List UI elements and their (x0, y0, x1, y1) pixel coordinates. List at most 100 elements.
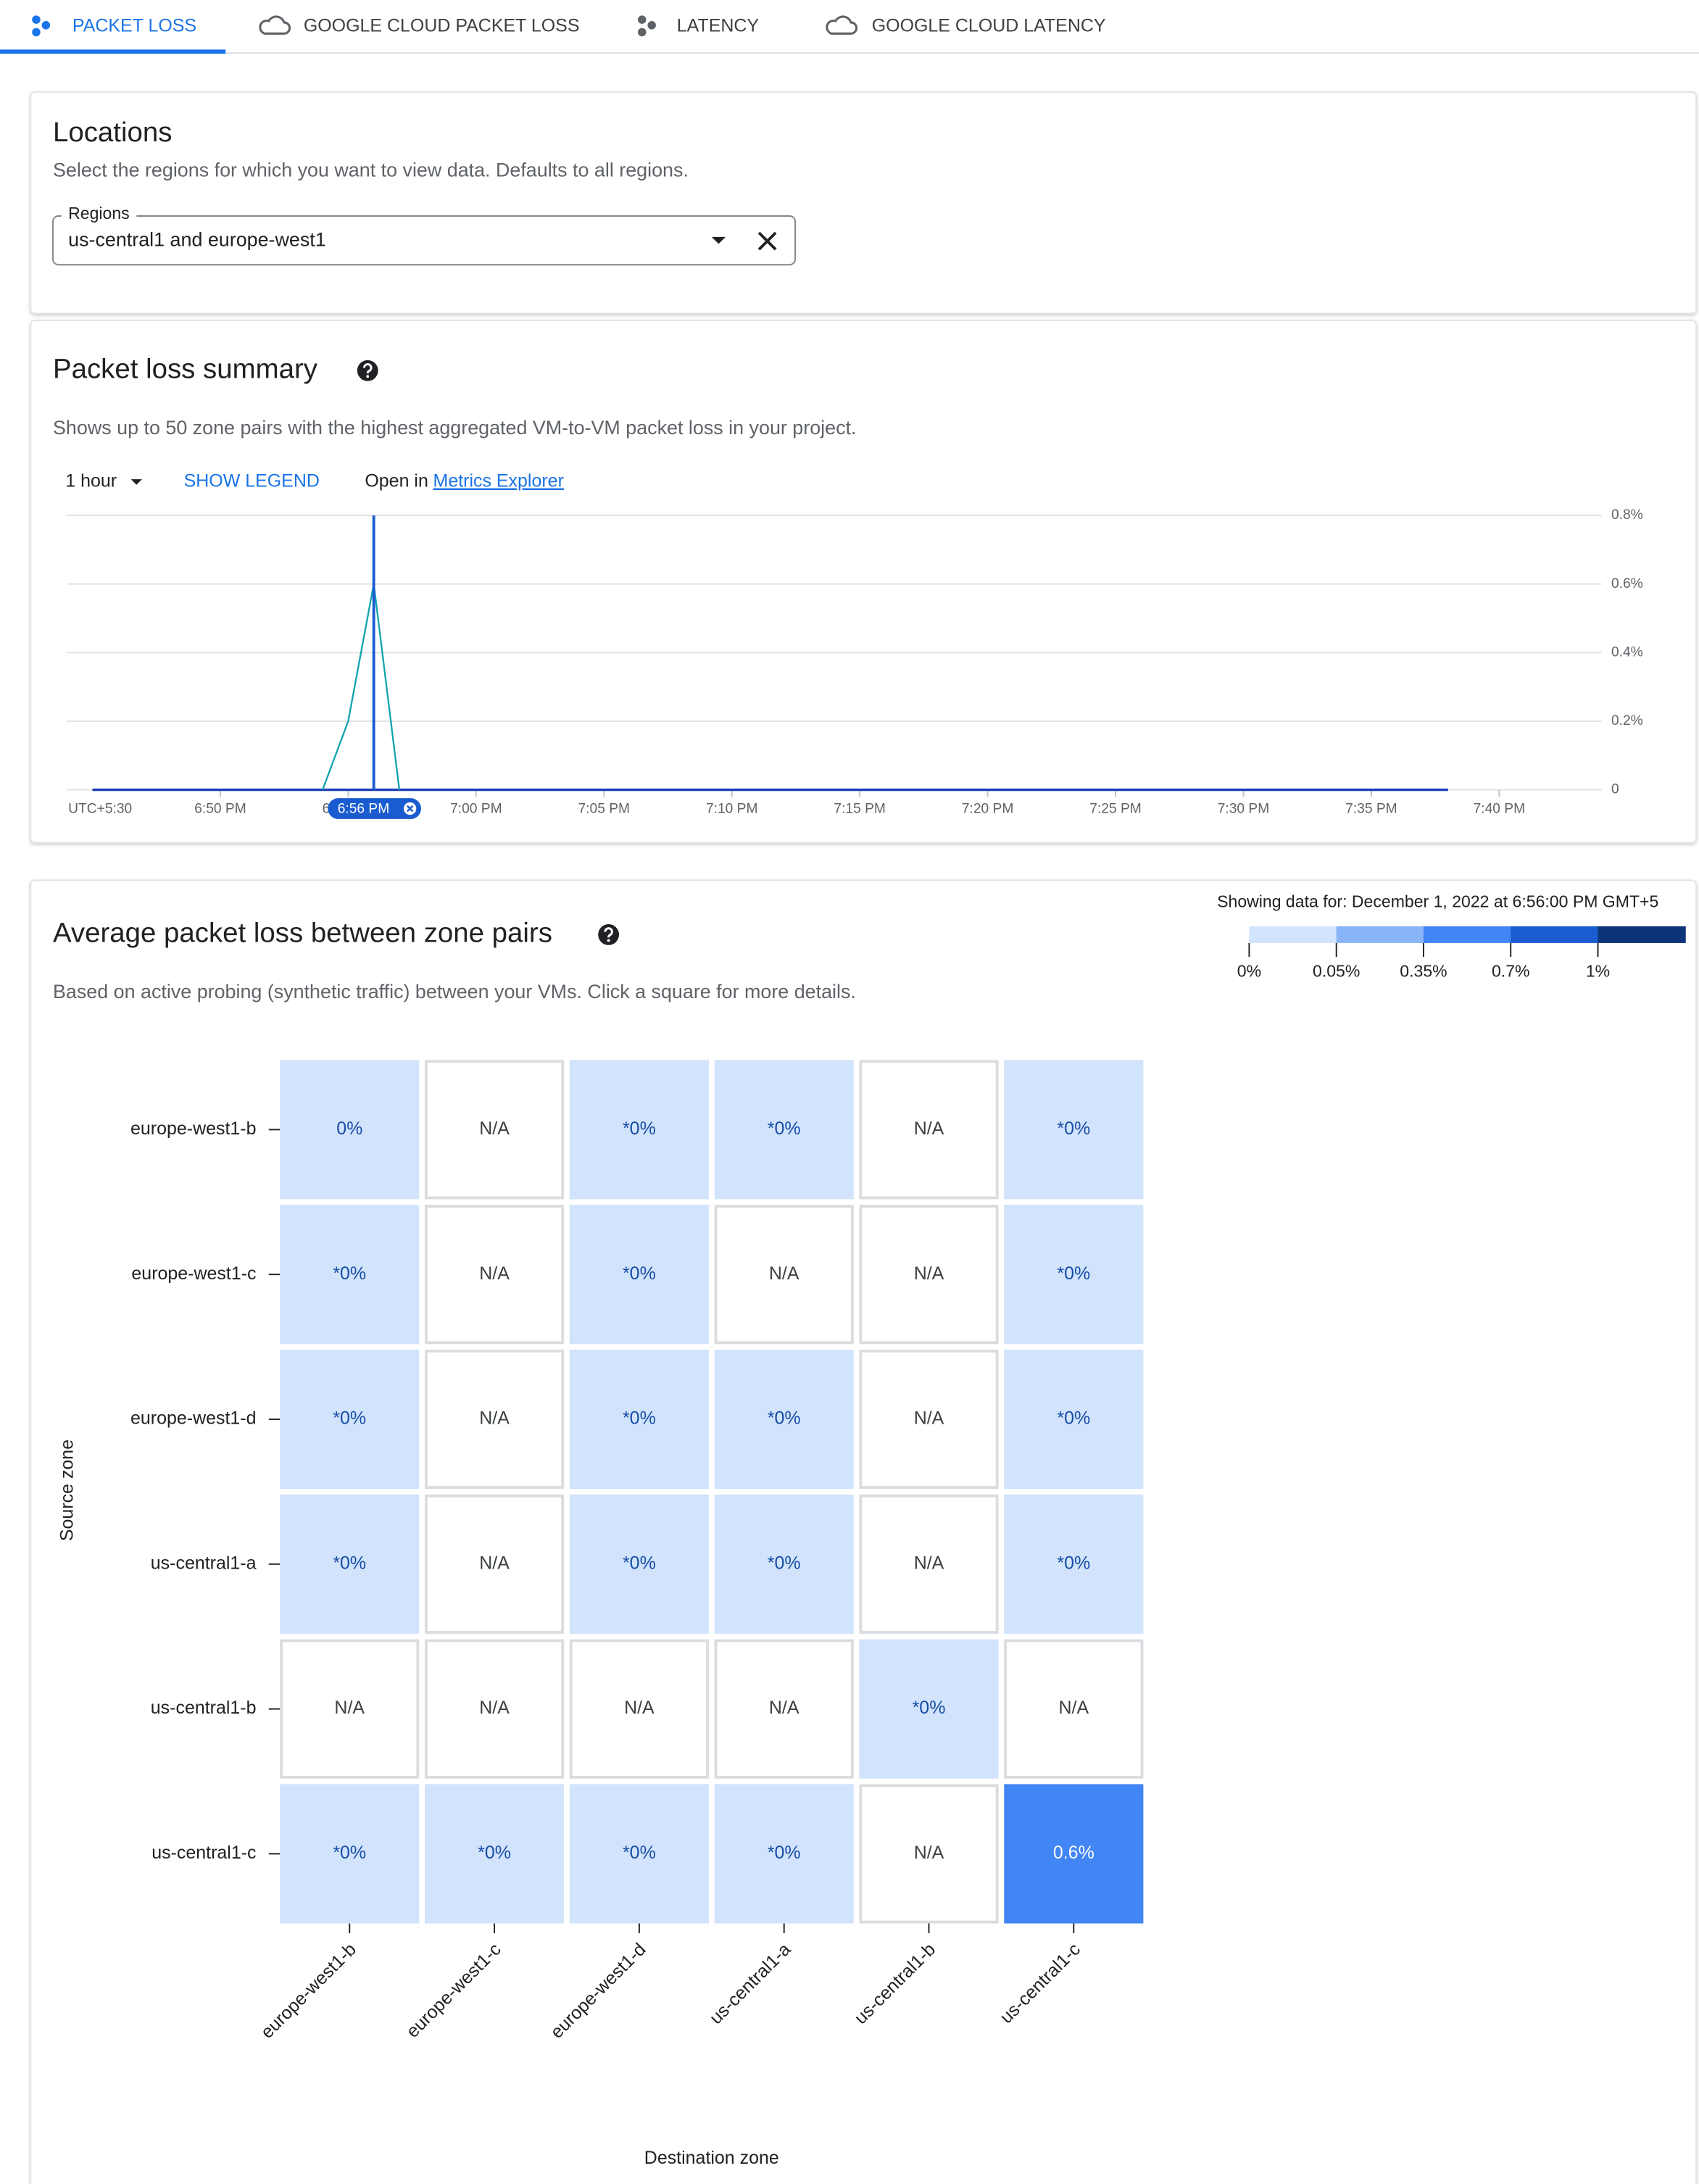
heatmap-cell[interactable] (1004, 1060, 1144, 1200)
cell-label: N/A (479, 1698, 510, 1718)
heatmap-cell[interactable] (425, 1349, 565, 1490)
open-in-text: Open in (365, 471, 428, 491)
heatmap-cell[interactable] (714, 1639, 854, 1779)
tab[interactable]: LATENCY (677, 15, 760, 36)
dropdown-arrow[interactable] (130, 479, 142, 485)
heatmap-cell[interactable] (569, 1639, 709, 1779)
heatmap-cell[interactable] (714, 1060, 854, 1200)
heatmap-cell[interactable] (425, 1205, 565, 1345)
region-select[interactable] (52, 215, 797, 266)
cell-label: *0% (1057, 1263, 1090, 1284)
heatmap-cell[interactable] (569, 1349, 709, 1490)
x-tick-label: 7:30 PM (1218, 802, 1270, 817)
cell-label: *0% (768, 1553, 801, 1573)
heatmap-cell[interactable] (1004, 1205, 1144, 1345)
heatmap-cell[interactable] (859, 1349, 999, 1490)
x-tick-label: 7:10 PM (706, 802, 758, 817)
heatmap-cell[interactable] (859, 1060, 999, 1200)
card-subtitle: Shows up to 50 zone pairs with the highe… (53, 417, 856, 439)
tab[interactable]: PACKET LOSS (72, 15, 196, 36)
dropdown-arrow[interactable] (711, 236, 726, 244)
x-tick-label: 7:15 PM (834, 802, 886, 817)
cell-label: *0% (478, 1843, 511, 1863)
help-icon[interactable] (357, 360, 378, 381)
heatmap-cell[interactable] (280, 1494, 420, 1634)
heatmap-cell[interactable] (1004, 1784, 1144, 1924)
tab[interactable]: GOOGLE CLOUD PACKET LOSS (304, 15, 580, 36)
x-axis-label: Destination zone (644, 2148, 779, 2168)
heatmap-cell[interactable] (569, 1784, 709, 1924)
cell-label: N/A (334, 1698, 365, 1718)
scale-band (1249, 926, 1337, 943)
card-title: Locations (53, 117, 172, 148)
heatmap-cell[interactable] (569, 1494, 709, 1634)
heatmap-cell[interactable] (280, 1639, 420, 1779)
heatmap-cell[interactable] (569, 1060, 709, 1200)
cursor-badge (328, 798, 422, 819)
tab-icon (637, 15, 656, 37)
cell-label: *0% (623, 1408, 656, 1429)
heatmap-cell[interactable] (425, 1639, 565, 1779)
heatmap-cell[interactable] (859, 1205, 999, 1345)
cell-label: N/A (914, 1408, 944, 1429)
cell-label: 0.6% (1053, 1843, 1094, 1863)
cell-label: *0% (623, 1843, 656, 1863)
heatmap-cell[interactable] (425, 1784, 565, 1924)
help-icon[interactable] (598, 923, 620, 945)
heatmap-cell[interactable] (569, 1205, 709, 1345)
cell-label: N/A (769, 1263, 799, 1284)
cell-label: N/A (914, 1263, 944, 1284)
x-tick-label: 7:35 PM (1345, 802, 1397, 817)
tab-bar: PACKET LOSS GOOGLE CLOUD PACKET LOSS LAT… (0, 15, 1699, 54)
cell-label: N/A (769, 1698, 799, 1718)
cell-label: *0% (768, 1843, 801, 1863)
cell-label: *0% (1057, 1553, 1090, 1573)
y-tick-label: 0.2% (1611, 713, 1643, 728)
heatmap-cell[interactable] (714, 1205, 854, 1345)
tab[interactable]: GOOGLE CLOUD LATENCY (872, 15, 1106, 36)
scale-label: 0.7% (1492, 961, 1530, 980)
tab-icon (259, 15, 291, 35)
heatmap-cell[interactable] (714, 1349, 854, 1490)
heatmap-cell[interactable] (859, 1784, 999, 1924)
y-tick-label: 0 (1611, 782, 1619, 797)
heatmap-cell[interactable] (280, 1205, 420, 1345)
heatmap-cell[interactable] (1004, 1349, 1144, 1490)
y-tick-label: 0.8% (1611, 507, 1643, 523)
cell-label: *0% (1057, 1408, 1090, 1429)
heatmap-cell[interactable] (714, 1494, 854, 1634)
range-select[interactable]: 1 hour (65, 471, 117, 491)
cell-label: N/A (479, 1263, 510, 1284)
x-tick-label: 7:40 PM (1474, 802, 1526, 817)
heatmap-cell[interactable] (1004, 1639, 1144, 1779)
heatmap-cell[interactable] (280, 1060, 420, 1200)
heatmap-cell[interactable] (714, 1784, 854, 1924)
cell-label: N/A (624, 1698, 655, 1718)
cell-label: *0% (768, 1118, 801, 1139)
clear-button[interactable] (757, 231, 777, 251)
heatmap-cell[interactable] (859, 1494, 999, 1634)
heatmap-cell[interactable] (425, 1494, 565, 1634)
cell-label: N/A (479, 1118, 510, 1139)
heatmap-cell[interactable] (859, 1639, 999, 1779)
heatmap-cell[interactable] (1004, 1494, 1144, 1634)
cell-label: N/A (914, 1553, 944, 1573)
scale-band (1511, 926, 1599, 943)
heatmap-cell[interactable] (280, 1784, 420, 1924)
scale-label: 1% (1586, 961, 1610, 980)
scale-label: 0.35% (1400, 961, 1447, 980)
metrics-explorer-link[interactable]: Metrics Explorer (433, 471, 564, 491)
active-tab-indicator (0, 49, 226, 54)
summary-card (30, 320, 1698, 844)
cell-label: *0% (333, 1843, 366, 1863)
heatmap-cell[interactable] (425, 1060, 565, 1200)
timezone-label: UTC+5:30 (68, 802, 132, 817)
y-tick-label: us-central1-c (151, 1843, 256, 1863)
x-tick-label: 7:05 PM (578, 802, 631, 817)
cell-label: N/A (479, 1553, 510, 1573)
show-legend-button[interactable]: SHOW LEGEND (184, 471, 320, 491)
heatmap-cell[interactable] (280, 1349, 420, 1490)
scale-label: 0.05% (1313, 961, 1360, 980)
field-label: Regions (68, 204, 130, 223)
